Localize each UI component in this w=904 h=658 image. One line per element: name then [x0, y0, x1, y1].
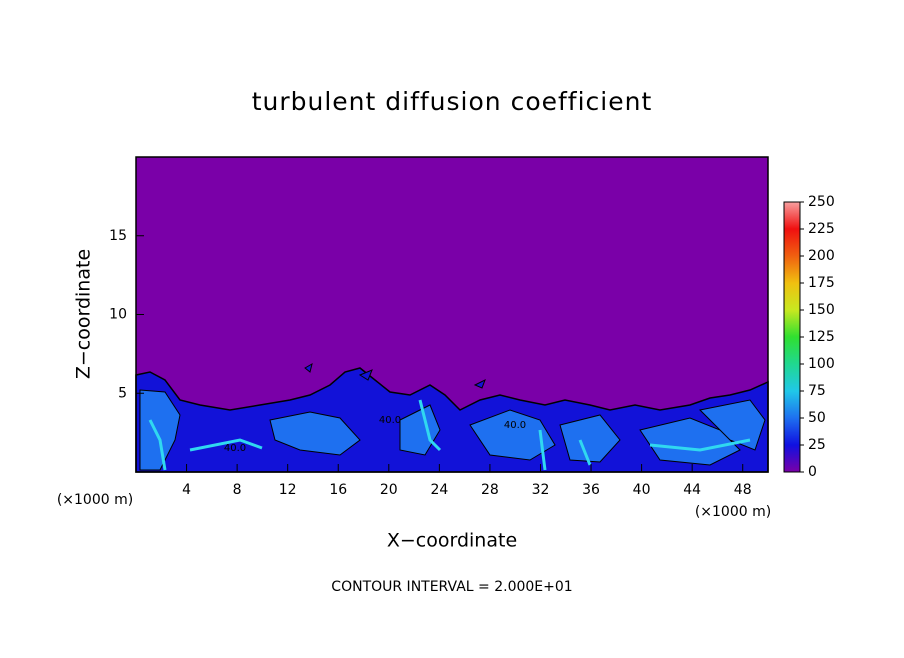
contour-label: 40.0 — [224, 443, 246, 454]
field — [135, 157, 769, 473]
y-axis-label: Z−coordinate — [73, 249, 95, 379]
colorbar — [783, 201, 801, 473]
x-tick-label: 20 — [380, 482, 398, 498]
x-tick-label: 28 — [481, 482, 499, 498]
colorbar-tick-label: 250 — [808, 194, 835, 210]
colorbar-tick-label: 0 — [808, 464, 817, 480]
x-tick-label: 40 — [633, 482, 651, 498]
x-tick-label: 44 — [683, 482, 701, 498]
x-axis-label: X−coordinate — [387, 530, 517, 552]
x-tick-label: 24 — [430, 482, 448, 498]
contour-label: 40.0 — [379, 415, 401, 426]
colorbar-tick-label: 200 — [808, 248, 835, 264]
y-tick-label: 15 — [109, 228, 127, 244]
contour-label: 40.0 — [504, 420, 526, 431]
x-tick-label: 8 — [233, 482, 242, 498]
colorbar-tick-label: 75 — [808, 383, 826, 399]
colorbar-tick-label: 50 — [808, 410, 826, 426]
x-tick-label: 12 — [279, 482, 297, 498]
colorbar-tick-label: 125 — [808, 329, 835, 345]
x-tick-label: 32 — [532, 482, 550, 498]
colorbar-tick-label: 100 — [808, 356, 835, 372]
colorbar-tick-label: 225 — [808, 221, 835, 237]
x-tick-label: 16 — [329, 482, 347, 498]
x-unit-label: (×1000 m) — [57, 492, 133, 508]
x-unit-label: (×1000 m) — [695, 504, 771, 520]
x-tick-label: 4 — [182, 482, 191, 498]
footer-note: CONTOUR INTERVAL = 2.000E+01 — [331, 579, 572, 595]
colorbar-tick-label: 25 — [808, 437, 826, 453]
colorbar-tick-label: 175 — [808, 275, 835, 291]
x-tick-label: 36 — [582, 482, 600, 498]
y-tick-label: 5 — [118, 385, 127, 401]
x-tick-label: 48 — [734, 482, 752, 498]
chart-title: turbulent diffusion coefficient — [252, 87, 653, 116]
colorbar-tick-label: 150 — [808, 302, 835, 318]
y-tick-label: 10 — [109, 307, 127, 323]
